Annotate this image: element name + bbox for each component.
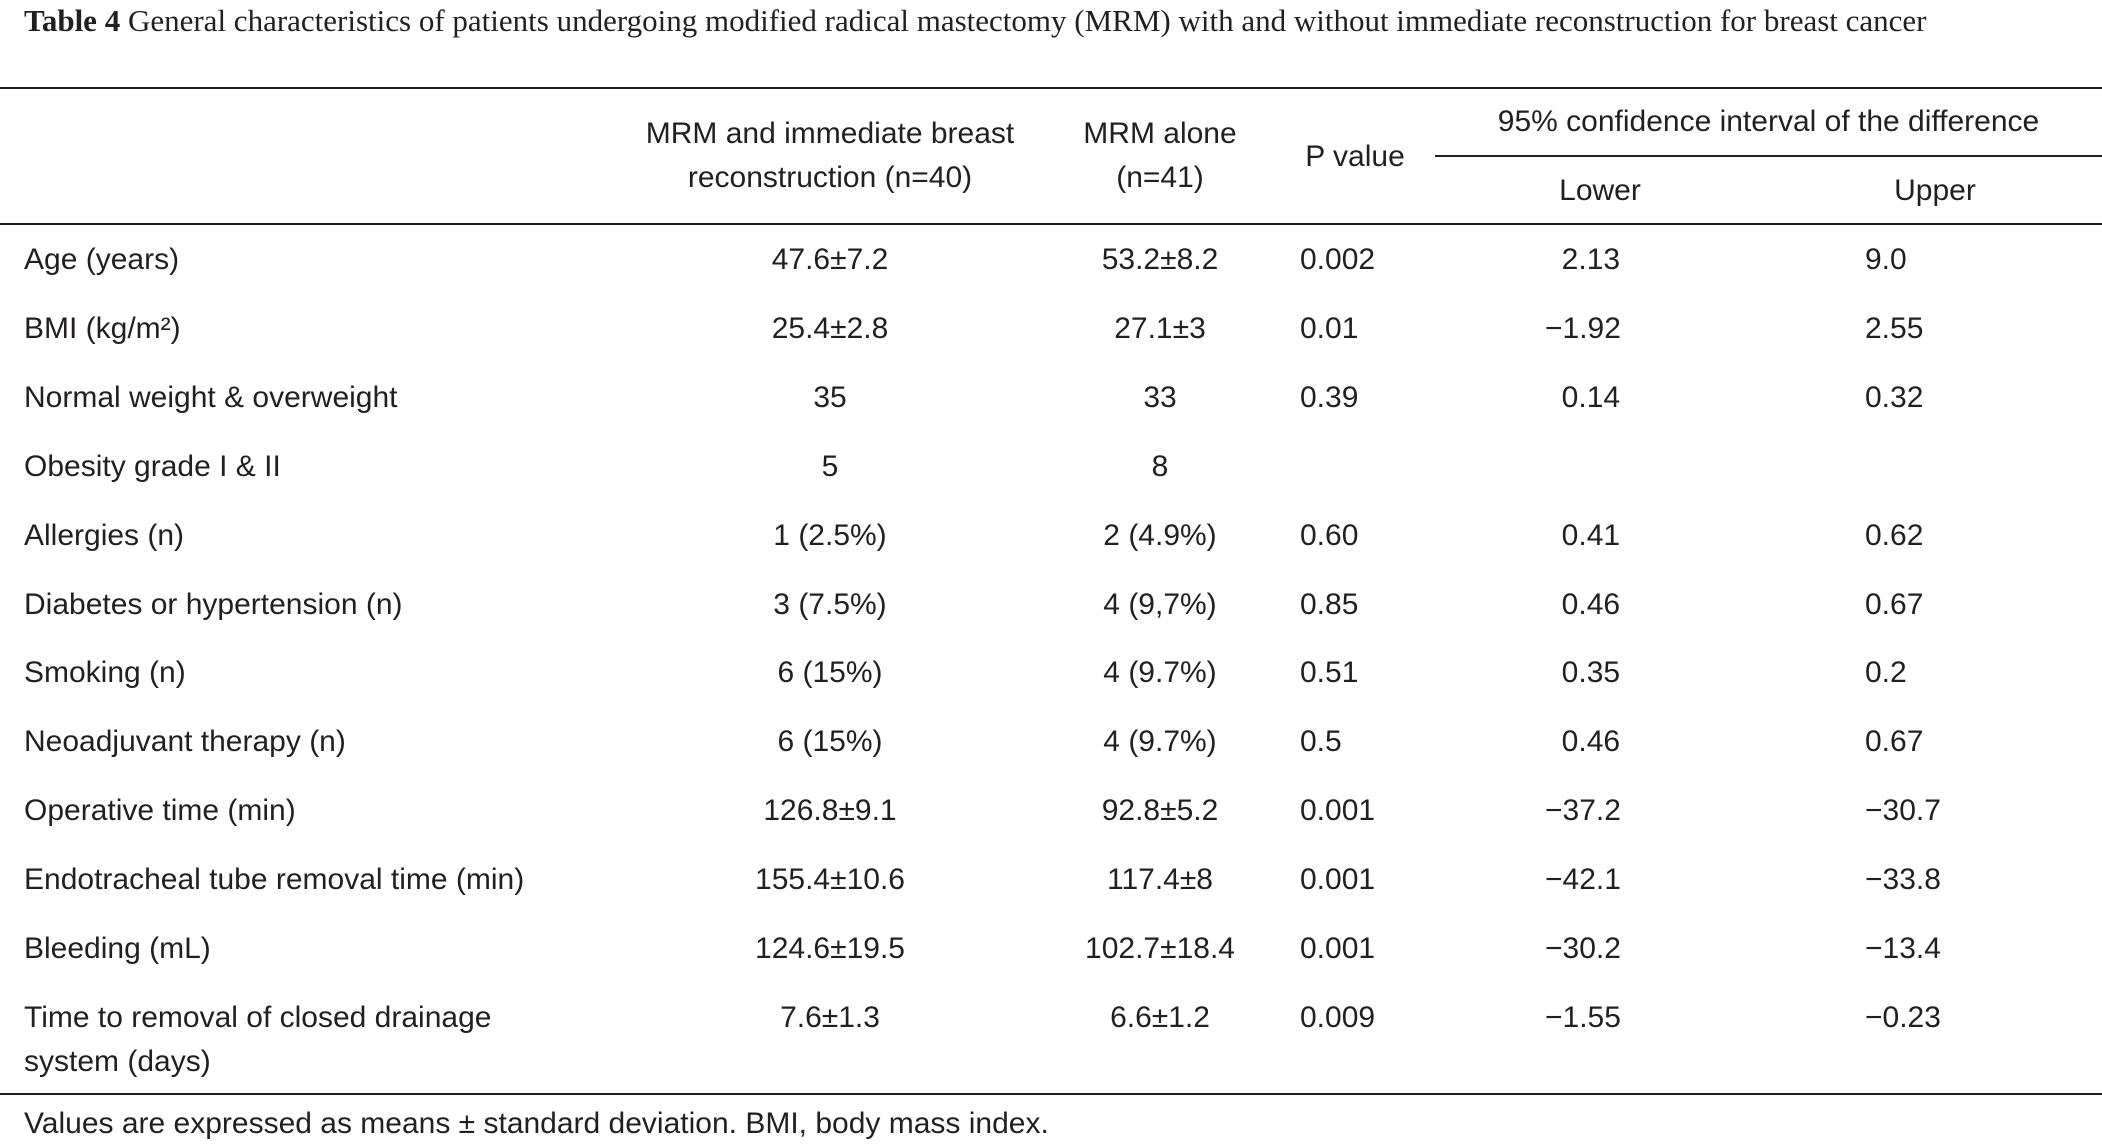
cell-mrm-alone: 102.7±18.4 [1085, 932, 1235, 965]
cell-mrm-reconstruction: 25.4±2.8 [771, 312, 889, 345]
row-label-line1: Time to removal of closed drainage [24, 1001, 492, 1034]
row-label: Smoking (n) [24, 656, 186, 689]
cell-mrm-alone: 8 [1151, 450, 1169, 483]
row-label: Diabetes or hypertension (n) [24, 588, 403, 621]
cell-ci-upper: 0.2 [1865, 656, 1907, 689]
cell-mrm-reconstruction: 47.6±7.2 [771, 243, 889, 276]
cell-mrm-reconstruction: 5 [821, 450, 839, 483]
row-label: Obesity grade I & II [24, 450, 281, 483]
cell-ci-lower: 0.41 [1545, 519, 1621, 552]
cell-p-value: 0.39 [1300, 381, 1359, 414]
cell-ci-lower: −42.1 [1545, 863, 1621, 896]
header-mrm-alone-line2: (n=41) [1116, 161, 1204, 194]
row-label: Normal weight & overweight [24, 381, 398, 414]
cell-mrm-alone: 2 (4.9%) [1103, 519, 1217, 552]
header-p-value: P value [1305, 140, 1405, 173]
cell-p-value: 0.001 [1300, 794, 1376, 827]
cell-ci-upper: 0.67 [1865, 725, 1924, 758]
ci-group-rule [1435, 155, 2102, 157]
cell-mrm-reconstruction: 7.6±1.3 [780, 1001, 880, 1034]
row-label: BMI (kg/m²) [24, 312, 181, 345]
header-upper: Upper [1894, 174, 1976, 207]
cell-p-value: 0.60 [1300, 519, 1359, 552]
cell-ci-upper: −13.4 [1865, 932, 1941, 965]
bottom-rule [0, 1093, 2102, 1095]
cell-mrm-alone: 6.6±1.2 [1110, 1001, 1210, 1034]
cell-ci-upper: 0.32 [1865, 381, 1924, 414]
header-mrm-alone-line1: MRM alone [1083, 117, 1237, 150]
cell-mrm-reconstruction: 126.8±9.1 [763, 794, 897, 827]
row-label-line2: system (days) [24, 1045, 211, 1078]
cell-p-value: 0.009 [1300, 1001, 1376, 1034]
cell-mrm-alone: 53.2±8.2 [1101, 243, 1219, 276]
top-rule [0, 87, 2102, 89]
cell-ci-lower: −30.2 [1545, 932, 1621, 965]
row-label: Allergies (n) [24, 519, 185, 552]
cell-p-value: 0.001 [1300, 932, 1376, 965]
header-mrm-reconstruction: MRM and immediate breast reconstruction … [610, 112, 1050, 200]
row-label: Operative time (min) [24, 794, 296, 827]
row-label: Neoadjuvant therapy (n) [24, 725, 346, 758]
cell-mrm-alone: 33 [1143, 381, 1177, 414]
cell-p-value: 0.85 [1300, 588, 1359, 621]
cell-ci-upper: 9.0 [1865, 243, 1907, 276]
cell-ci-lower: 0.35 [1545, 656, 1621, 689]
cell-mrm-reconstruction: 3 (7.5%) [773, 588, 887, 621]
cell-ci-upper: −30.7 [1865, 794, 1941, 827]
row-label: Bleeding (mL) [24, 932, 211, 965]
cell-ci-upper: 0.67 [1865, 588, 1924, 621]
cell-mrm-alone: 4 (9.7%) [1103, 656, 1217, 689]
table-label: Table 4 [24, 3, 121, 38]
cell-ci-upper: 2.55 [1865, 312, 1924, 345]
cell-mrm-alone: 92.8±5.2 [1101, 794, 1219, 827]
cell-mrm-reconstruction: 124.6±19.5 [755, 932, 905, 965]
header-mrm-alone: MRM alone (n=41) [1055, 112, 1265, 200]
table-caption-text: General characteristics of patients unde… [127, 3, 1927, 38]
cell-p-value: 0.001 [1300, 863, 1376, 896]
cell-mrm-reconstruction: 6 (15%) [777, 725, 883, 758]
cell-ci-lower: 0.14 [1545, 381, 1621, 414]
cell-ci-lower: 0.46 [1545, 588, 1621, 621]
header-rule [0, 223, 2102, 225]
cell-mrm-alone: 4 (9.7%) [1103, 725, 1217, 758]
cell-ci-lower: 2.13 [1545, 243, 1621, 276]
header-ci-group: 95% confidence interval of the differenc… [1497, 105, 2040, 138]
table-footnote: Values are expressed as means ± standard… [24, 1107, 1049, 1140]
row-label: Age (years) [24, 243, 180, 276]
cell-mrm-alone: 4 (9,7%) [1103, 588, 1217, 621]
table-caption: Table 4 General characteristics of patie… [24, 0, 2079, 42]
row-label: Time to removal of closed drainage system… [24, 996, 491, 1084]
cell-ci-lower: −1.92 [1545, 312, 1621, 345]
header-mrm-reconstruction-line2: reconstruction (n=40) [687, 161, 973, 194]
header-mrm-reconstruction-line1: MRM and immediate breast [645, 117, 1015, 150]
row-label: Endotracheal tube removal time (min) [24, 863, 525, 896]
cell-ci-lower: −1.55 [1545, 1001, 1621, 1034]
cell-mrm-reconstruction: 6 (15%) [777, 656, 883, 689]
cell-p-value: 0.5 [1300, 725, 1342, 758]
cell-mrm-alone: 27.1±3 [1114, 312, 1206, 345]
cell-ci-upper: 0.62 [1865, 519, 1924, 552]
cell-mrm-reconstruction: 1 (2.5%) [773, 519, 887, 552]
cell-p-value: 0.51 [1300, 656, 1359, 689]
cell-ci-upper: −33.8 [1865, 863, 1941, 896]
cell-p-value: 0.01 [1300, 312, 1359, 345]
cell-ci-lower: 0.46 [1545, 725, 1621, 758]
cell-mrm-alone: 117.4±8 [1107, 863, 1213, 896]
header-lower: Lower [1559, 174, 1641, 207]
cell-p-value: 0.002 [1300, 243, 1376, 276]
cell-ci-lower: −37.2 [1545, 794, 1621, 827]
cell-mrm-reconstruction: 35 [813, 381, 847, 414]
cell-ci-upper: −0.23 [1865, 1001, 1941, 1034]
cell-mrm-reconstruction: 155.4±10.6 [755, 863, 905, 896]
